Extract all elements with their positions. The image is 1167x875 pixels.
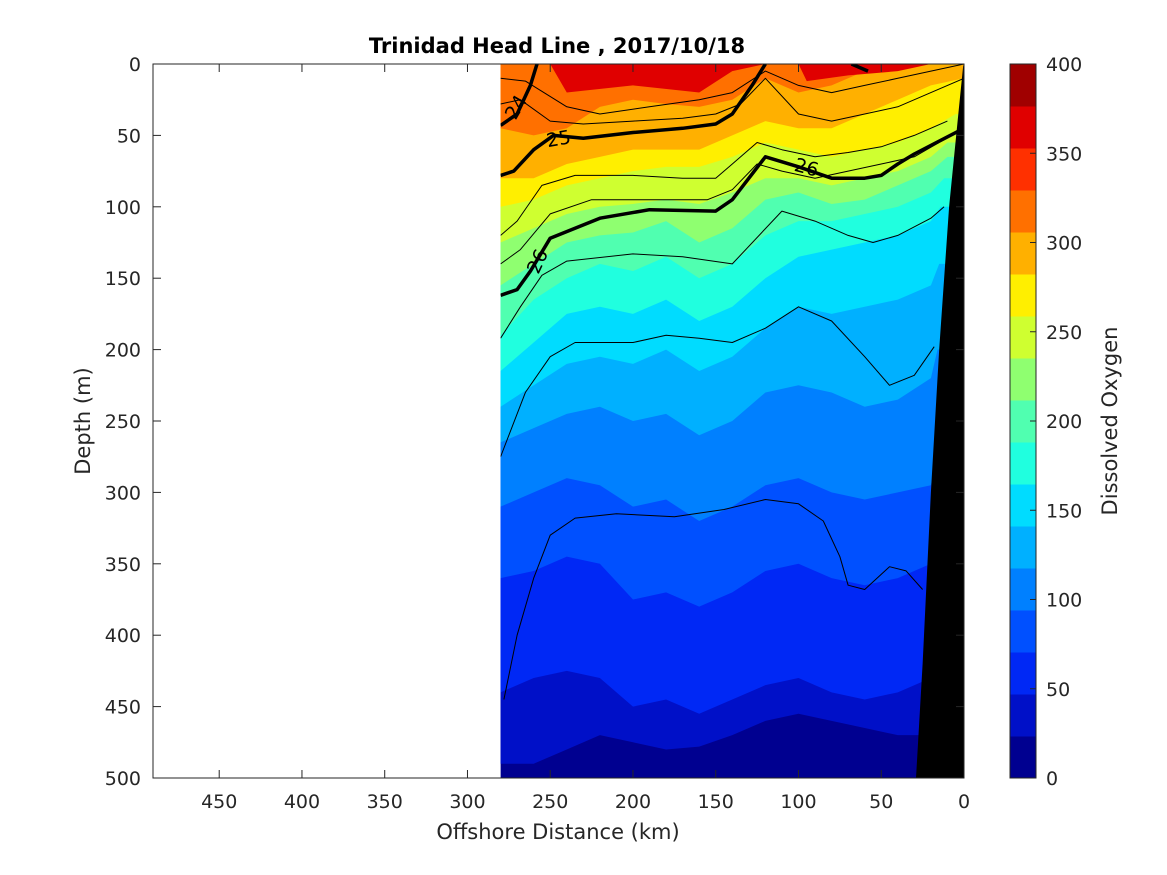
colorbar-level-50 [1010,652,1036,695]
x-tick-label-200: 200 [615,791,651,813]
colorbar-tick-label-350: 350 [1046,143,1082,165]
colorbar-level-75 [1010,610,1036,653]
colorbar [1009,63,1037,779]
density-contour-line-4 [500,64,964,115]
colorbar-tick-label-200: 200 [1046,411,1082,433]
colorbar-level-400 [1010,64,1036,107]
colorbar-tick-label-50: 50 [1046,679,1070,701]
density-contour-line-7 [500,142,940,265]
y-tick-label-300: 300 [105,482,141,504]
colorbar-level-125 [1010,526,1036,569]
x-tick-label-250: 250 [532,791,568,813]
colorbar-level-350 [1010,148,1036,191]
y-tick-label-500: 500 [105,768,141,790]
plot-area [153,64,964,778]
colorbar-tick-label-300: 300 [1046,233,1082,255]
density-contour-line-3 [850,64,869,73]
density-contour-line-6 [500,120,948,236]
colorbar-tick-label-400: 400 [1046,54,1082,76]
x-tick-label-450: 450 [201,791,237,813]
colorbar-level-175 [1010,442,1036,485]
y-axis: 0 50 100 150 200 250 300 350 400 450 500 [105,54,964,790]
colorbar-tick-label-0: 0 [1046,768,1058,790]
x-tick-label-350: 350 [367,791,403,813]
density-contour-lines [500,64,964,700]
x-tick-label-0: 0 [958,791,970,813]
x-axis: 450 400 350 300 250 200 150 100 50 0 [201,64,970,813]
y-tick-label-250: 250 [105,411,141,433]
colorbar-level-275 [1010,274,1036,317]
colorbar-ticks: 0 50 100 150 200 250 300 350 400 [1030,54,1082,790]
y-tick-label-100: 100 [105,197,141,219]
colorbar-level-300 [1010,232,1036,275]
chart-title: Trinidad Head Line , 2017/10/18 [369,34,745,58]
density-contour-26 [500,126,964,297]
y-tick-label-50: 50 [117,125,141,147]
density-contour-line-8 [500,206,945,339]
colorbar-level-375 [1010,106,1036,149]
colorbar-level-0 [1010,736,1036,779]
y-tick-label-350: 350 [105,554,141,576]
density-contour-24 [500,64,539,127]
oxygen-band-max [550,64,766,93]
density-contour-line-5 [500,77,964,125]
oxygen-band-max-east [798,64,931,82]
density-label-25: 25 [545,126,573,152]
x-tick-label-300: 300 [449,791,485,813]
x-axis-label: Offshore Distance (km) [436,820,679,844]
colorbar-tick-label-100: 100 [1046,590,1082,612]
colorbar-level-325 [1010,190,1036,233]
density-contour-line-9 [500,306,935,457]
colorbar-level-250 [1010,316,1036,359]
colorbar-level-225 [1010,358,1036,401]
y-tick-label-400: 400 [105,625,141,647]
density-contour-line-10 [503,499,923,700]
colorbar-level-100 [1010,568,1036,611]
colorbar-tick-label-150: 150 [1046,500,1082,522]
y-tick-label-150: 150 [105,268,141,290]
colorbar-tick-label-250: 250 [1046,322,1082,344]
x-tick-label-150: 150 [698,791,734,813]
colorbar-level-150 [1010,484,1036,527]
y-tick-label-0: 0 [129,54,141,76]
y-tick-label-200: 200 [105,340,141,362]
oxygen-filled-contours [500,64,964,778]
bathymetry-seafloor [916,64,964,778]
colorbar-label: Dissolved Oxygen [1098,327,1122,516]
y-axis-label: Depth (m) [71,367,95,474]
x-tick-label-50: 50 [869,791,893,813]
x-tick-label-100: 100 [780,791,816,813]
y-tick-label-450: 450 [105,697,141,719]
x-tick-label-400: 400 [284,791,320,813]
colorbar-level-25 [1010,694,1036,737]
